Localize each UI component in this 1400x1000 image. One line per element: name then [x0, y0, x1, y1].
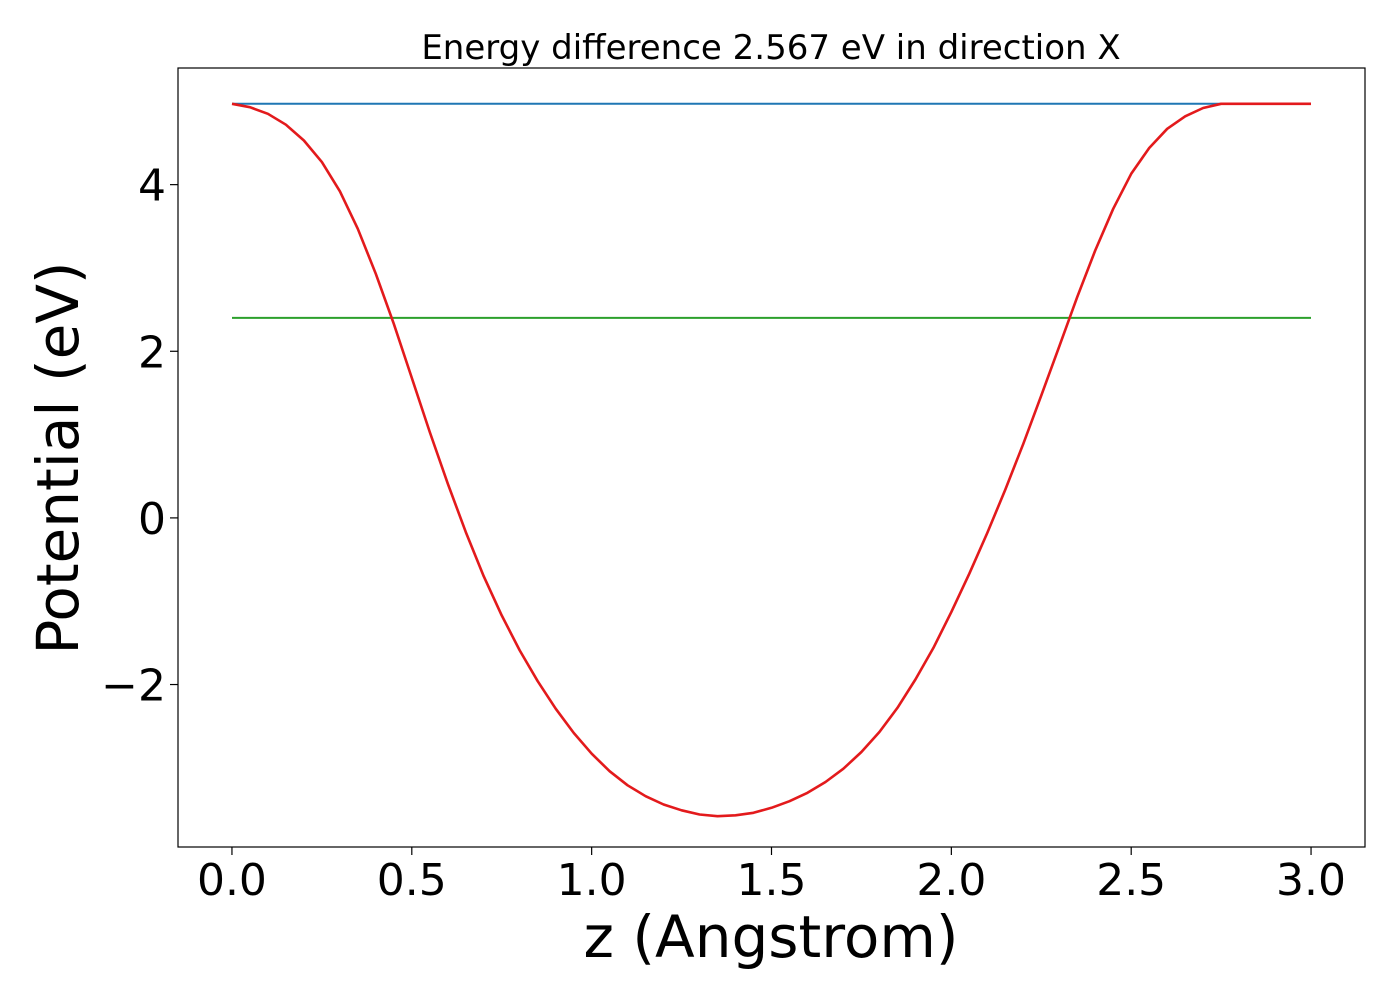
x-axis: 0.0 0.5 1.0 1.5 2.0 2.5 3.0	[197, 847, 1346, 906]
x-tick-label-3: 1.5	[737, 855, 807, 906]
x-tick-label-0: 0.0	[197, 855, 267, 906]
x-tick-label-6: 3.0	[1276, 855, 1346, 906]
series-layer	[231, 102, 1311, 818]
y-axis-label: Potential (eV)	[24, 261, 92, 654]
plot-area-frame	[177, 67, 1366, 848]
x-tick-label-1: 0.5	[377, 855, 447, 906]
y-axis: −2 0 2 4	[101, 161, 178, 712]
series-line-2	[231, 102, 1311, 818]
y-tick-label-0: −2	[101, 661, 166, 712]
y-tick-label-2: 2	[138, 327, 166, 378]
x-tick-label-2: 1.0	[557, 855, 627, 906]
y-tick-label-1: 0	[138, 494, 166, 545]
chart-title: Energy difference 2.567 eV in direction …	[421, 28, 1120, 68]
x-tick-label-4: 2.0	[916, 855, 986, 906]
y-tick-label-3: 4	[138, 161, 166, 212]
x-tick-label-5: 2.5	[1096, 855, 1166, 906]
x-axis-label: z (Angstrom)	[584, 903, 959, 971]
